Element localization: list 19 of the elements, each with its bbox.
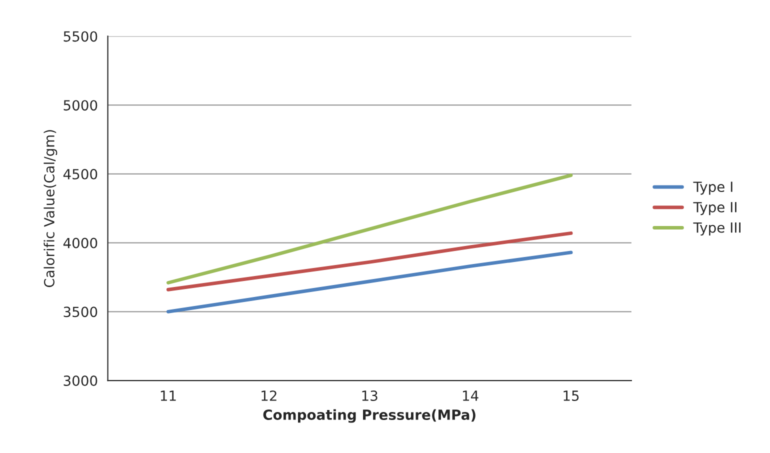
y-tick-label: 5500 bbox=[64, 31, 98, 42]
y-axis-title: Calorific Value(Cal/gm) bbox=[44, 130, 58, 288]
y-tick-label: 5000 bbox=[64, 100, 98, 111]
y-tick-label: 3500 bbox=[64, 306, 98, 318]
line-series bbox=[166, 174, 573, 284]
x-axis-title: Compoating Pressure(MPa) bbox=[263, 409, 476, 423]
line-series bbox=[166, 250, 573, 314]
line-series bbox=[166, 231, 573, 292]
legend-label: Type III bbox=[693, 222, 740, 236]
x-tick-label: 12 bbox=[262, 390, 276, 401]
x-tick-label: 13 bbox=[362, 390, 378, 401]
x-tick-label: 14 bbox=[462, 390, 478, 401]
y-tick-label: 3000 bbox=[64, 375, 98, 386]
legend-label: Type I bbox=[693, 182, 732, 195]
legend-label: Type II bbox=[693, 202, 736, 216]
x-tick-label: 11 bbox=[160, 390, 176, 401]
y-tick-label: 4500 bbox=[63, 168, 98, 180]
y-tick-label: 4000 bbox=[63, 238, 98, 248]
x-tick-label: 15 bbox=[564, 390, 579, 401]
